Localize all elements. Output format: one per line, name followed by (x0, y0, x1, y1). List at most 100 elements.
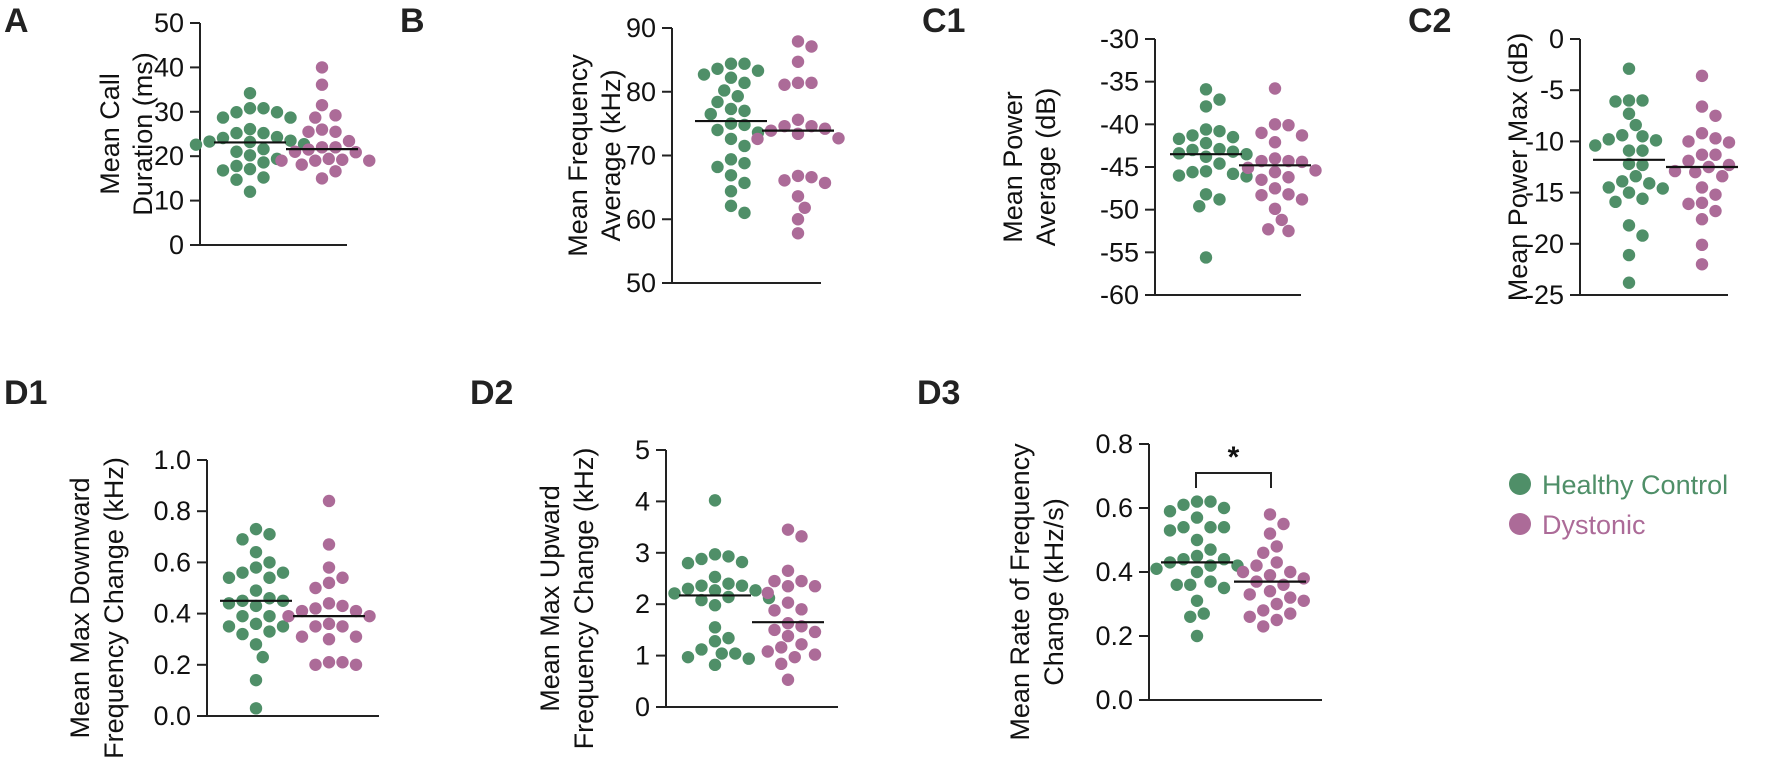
data-point (315, 172, 329, 185)
data-point (236, 566, 249, 579)
data-point (1695, 213, 1709, 226)
data-point (1163, 505, 1177, 518)
data-point (243, 185, 257, 198)
data-point (1190, 495, 1204, 508)
data-point (295, 158, 308, 171)
data-point (695, 593, 708, 607)
data-point (761, 645, 774, 658)
data-point (818, 122, 832, 135)
data-point (1709, 148, 1722, 161)
data-point (1629, 118, 1642, 132)
series-healthy-control (1170, 83, 1253, 264)
data-point (1275, 213, 1288, 227)
data-point (1184, 610, 1197, 623)
data-point (1270, 597, 1283, 611)
data-point (295, 604, 309, 618)
data-point (715, 647, 728, 660)
data-point (731, 90, 744, 103)
data-point (270, 106, 284, 119)
data-point (1177, 553, 1190, 566)
data-point (342, 134, 356, 148)
data-point (1204, 559, 1217, 572)
data-point (778, 174, 791, 187)
data-point (1257, 604, 1270, 617)
data-point (189, 138, 203, 151)
data-point (738, 156, 751, 170)
data-point (1257, 620, 1270, 633)
data-point (708, 635, 722, 648)
data-point (1217, 553, 1231, 566)
data-point (1616, 129, 1629, 142)
data-point (805, 119, 818, 133)
panel-label: C1 (922, 2, 965, 40)
data-point (668, 587, 681, 600)
data-point (263, 556, 276, 569)
series-healthy-control (189, 86, 311, 198)
y-tick-label: -10 (1525, 126, 1564, 156)
data-point (1268, 202, 1282, 216)
data-point (1186, 165, 1199, 179)
y-tick-label: 60 (626, 204, 656, 234)
data-point (781, 580, 795, 593)
data-point (1226, 167, 1240, 181)
data-point (1190, 511, 1204, 524)
data-point (795, 603, 808, 616)
data-point (1282, 224, 1295, 238)
data-point (722, 631, 735, 645)
data-point (1622, 144, 1636, 157)
data-point (1255, 154, 1268, 168)
y-axis-label: Mean Call (95, 73, 125, 195)
data-point (1636, 192, 1649, 205)
panel-b: B 50 60 70 80 90 Mean Frequency Average (kHz) (400, 2, 845, 298)
series-dystonic (275, 61, 376, 185)
data-point (1695, 100, 1709, 113)
data-point (1695, 69, 1709, 83)
data-point (1199, 150, 1213, 163)
y-axis-label: Mean Rate of Frequency (1005, 443, 1035, 741)
data-point (1243, 588, 1256, 601)
data-point (1204, 521, 1217, 534)
data-point (322, 576, 336, 590)
data-point (1649, 134, 1663, 147)
series-dystonic (751, 35, 845, 240)
data-point (309, 620, 322, 633)
data-point (315, 78, 329, 91)
data-point (704, 107, 717, 121)
data-point (322, 656, 336, 669)
data-point (329, 125, 342, 138)
data-point (336, 620, 349, 633)
data-point (1236, 565, 1250, 579)
panel-c2: C2 -25 -20 -15 -10 -5 0 Mean Power Max (dB) (1408, 2, 1738, 310)
y-axis-label: Frequency Change (kHz) (99, 457, 129, 759)
data-point (805, 170, 818, 184)
data-point (768, 574, 781, 588)
data-point (729, 647, 742, 660)
data-point (751, 132, 764, 146)
data-point (1297, 572, 1310, 585)
data-point (249, 522, 263, 536)
panel-label: C2 (1408, 2, 1451, 40)
data-point (1282, 171, 1295, 184)
data-point (1250, 559, 1263, 572)
data-point (1199, 165, 1213, 178)
y-tick-label: -45 (1100, 152, 1139, 182)
data-point (708, 599, 722, 612)
y-tick-label: -30 (1100, 24, 1139, 54)
data-point (1268, 165, 1282, 179)
data-point (791, 35, 805, 48)
data-point (257, 126, 270, 140)
data-point (1636, 94, 1649, 107)
data-point (1636, 130, 1649, 143)
y-tick-label: 0 (1549, 24, 1564, 54)
panel-label: D3 (917, 374, 960, 412)
data-point (336, 153, 349, 166)
y-tick-label: 40 (154, 52, 184, 82)
data-point (791, 55, 805, 68)
data-point (263, 571, 276, 584)
y-tick-label: 0 (169, 230, 184, 260)
data-point (778, 119, 791, 133)
data-point (1204, 495, 1217, 508)
data-point (788, 650, 801, 664)
data-point (708, 494, 722, 507)
data-point (249, 561, 263, 574)
